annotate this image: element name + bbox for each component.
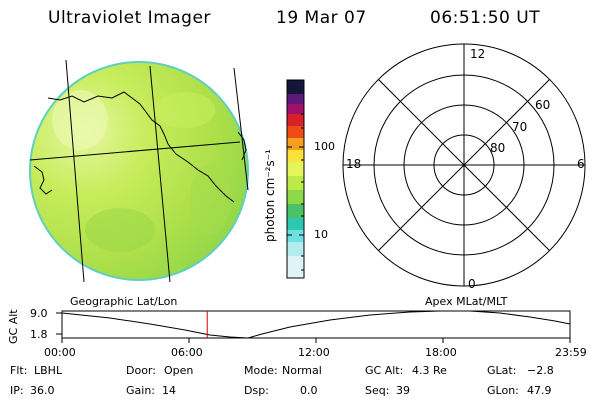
info-ip-label: IP: xyxy=(10,384,24,397)
colorbar-tick-100: 100 xyxy=(314,140,335,153)
coastlines xyxy=(33,91,247,203)
mlt-label-6: 6 xyxy=(577,157,585,171)
time-tick-1800: 18:00 xyxy=(425,346,457,359)
time-tick-0600: 06:00 xyxy=(171,346,203,359)
info-mode-value: Normal xyxy=(282,364,322,377)
polar-grid xyxy=(342,43,586,287)
mlat-label-60: 60 xyxy=(535,98,551,112)
info-glat-label: GLat: xyxy=(487,364,517,377)
instrument-title: Ultraviolet Imager xyxy=(48,8,211,28)
altitude-ytick-1-8: 1.8 xyxy=(30,328,48,341)
colorbar-tick-10: 10 xyxy=(314,228,328,241)
info-gcalt-value: 4.3 Re xyxy=(412,364,447,377)
info-mode-label: Mode: xyxy=(244,364,278,377)
info-flt-value: LBHL xyxy=(34,364,63,377)
altitude-ylabel: GC Alt xyxy=(7,309,20,344)
info-dsp-label: Dsp: xyxy=(244,384,269,397)
mlt-label-0: 0 xyxy=(468,277,476,291)
info-seq-value: 39 xyxy=(396,384,410,397)
time-tick-2359: 23:59 xyxy=(555,346,587,359)
projection-label-apex: Apex MLat/MLT xyxy=(425,295,508,308)
time-tick-1200: 12:00 xyxy=(298,346,330,359)
texture-patches xyxy=(52,90,230,252)
info-seq-label: Seq: xyxy=(365,384,390,397)
info-glon-value: 47.9 xyxy=(527,384,552,397)
mlt-label-12: 12 xyxy=(470,47,486,61)
time-tick-0000: 00:00 xyxy=(44,346,76,359)
info-gcalt-label: GC Alt: xyxy=(365,364,404,377)
info-dsp-value: 0.0 xyxy=(300,384,318,397)
projection-label-geographic: Geographic Lat/Lon xyxy=(70,295,178,308)
observation-date: 19 Mar 07 xyxy=(276,8,367,28)
info-glon-label: GLon: xyxy=(487,384,519,397)
observation-time: 06:51:50 UT xyxy=(430,8,541,28)
info-door-value: Open xyxy=(164,364,194,377)
info-glat-value: −2.8 xyxy=(527,364,554,377)
altitude-ytick-9: 9.0 xyxy=(30,307,48,320)
info-flt-label: Flt: xyxy=(10,364,28,377)
info-ip-value: 36.0 xyxy=(30,384,55,397)
info-gain-label: Gain: xyxy=(126,384,155,397)
altitude-plot xyxy=(56,310,571,343)
mlat-label-70: 70 xyxy=(512,120,528,134)
mlt-label-18: 18 xyxy=(346,157,362,171)
info-door-label: Door: xyxy=(126,364,156,377)
colorbar-unit-label: photon cm⁻²s⁻¹ xyxy=(263,149,277,242)
colorbar xyxy=(286,79,305,279)
info-gain-value: 14 xyxy=(162,384,176,397)
mlat-label-80: 80 xyxy=(490,141,506,155)
